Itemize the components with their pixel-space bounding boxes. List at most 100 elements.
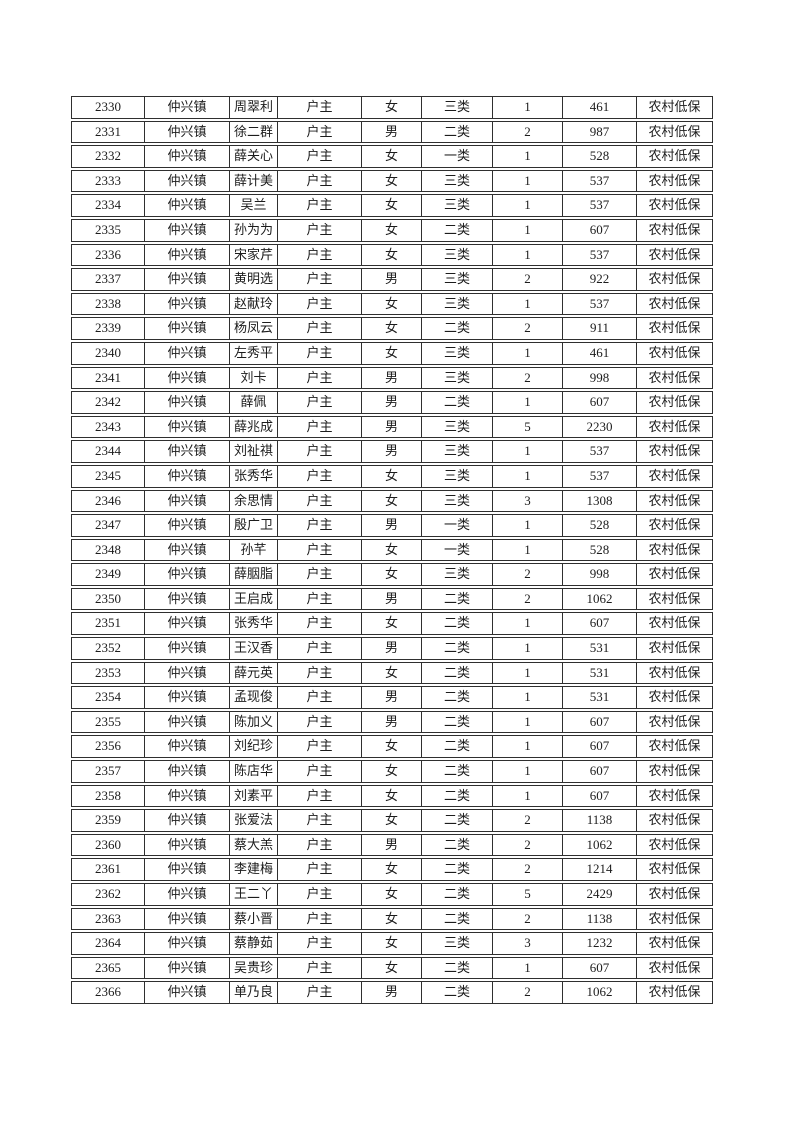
table-row: 2348 仲兴镇 孙芊 户主女一类 1 528 农村低保: [71, 538, 713, 562]
gender-cell: 女: [362, 563, 422, 586]
relation-cell: 户主: [278, 194, 362, 217]
amount-cell: 461: [563, 341, 637, 365]
gender-cell: 女: [362, 883, 422, 906]
gender-cell: 女: [362, 464, 422, 488]
subsidy-type-cell: 农村低保: [637, 440, 713, 463]
town-cell: 仲兴镇: [145, 809, 230, 832]
person-name-cell: 张爱法: [230, 809, 278, 832]
person-name-cell: 杨凤云: [230, 317, 278, 340]
household-count-cell: 1: [493, 538, 563, 562]
records-table-body: 2330 仲兴镇 周翠利 户主女三类 1 461 农村低保 2331 仲兴镇 徐二群 户主男二类 2 9…: [71, 96, 713, 1004]
table-row: 2332 仲兴镇 薛关心 户主女一类 1 528 农村低保: [71, 145, 713, 168]
gender-cell: 男: [362, 637, 422, 660]
amount-cell: 987: [563, 120, 637, 144]
subsidy-type-cell: 农村低保: [637, 366, 713, 390]
serial-number-cell: 2361: [71, 858, 145, 881]
category-cell: 一类: [422, 538, 493, 562]
table-row: 2334 仲兴镇 吴兰 户主女三类 1 537 农村低保: [71, 194, 713, 217]
gender-cell: 女: [362, 317, 422, 340]
person-name-cell: 王汉香: [230, 637, 278, 660]
gender-cell: 女: [362, 538, 422, 562]
household-count-cell: 1: [493, 194, 563, 217]
relation-cell: 户主: [278, 514, 362, 537]
relation-cell: 户主: [278, 96, 362, 119]
serial-number-cell: 2343: [71, 415, 145, 439]
gender-cell: 女: [362, 735, 422, 759]
amount-cell: 607: [563, 784, 637, 808]
subsidy-type-cell: 农村低保: [637, 489, 713, 513]
category-cell: 二类: [422, 833, 493, 857]
serial-number-cell: 2356: [71, 735, 145, 759]
relation-cell: 户主: [278, 292, 362, 316]
town-cell: 仲兴镇: [145, 268, 230, 291]
person-name-cell: 张秀华: [230, 464, 278, 488]
category-cell: 三类: [422, 563, 493, 586]
gender-cell: 女: [362, 96, 422, 119]
category-cell: 二类: [422, 587, 493, 611]
amount-cell: 537: [563, 292, 637, 316]
category-cell: 二类: [422, 981, 493, 1004]
gender-cell: 男: [362, 587, 422, 611]
relation-cell: 户主: [278, 661, 362, 685]
town-cell: 仲兴镇: [145, 833, 230, 857]
table-row: 2352 仲兴镇 王汉香 户主男二类 1 531 农村低保: [71, 637, 713, 660]
person-name-cell: 薛兆成: [230, 415, 278, 439]
household-count-cell: 3: [493, 489, 563, 513]
amount-cell: 607: [563, 218, 637, 242]
category-cell: 二类: [422, 710, 493, 734]
amount-cell: 537: [563, 440, 637, 463]
table-row: 2350 仲兴镇 王启成 户主男二类 2 1062 农村低保: [71, 587, 713, 611]
category-cell: 三类: [422, 194, 493, 217]
serial-number-cell: 2336: [71, 243, 145, 267]
relation-cell: 户主: [278, 120, 362, 144]
household-count-cell: 2: [493, 268, 563, 291]
amount-cell: 607: [563, 710, 637, 734]
amount-cell: 1062: [563, 833, 637, 857]
serial-number-cell: 2362: [71, 883, 145, 906]
subsidy-type-cell: 农村低保: [637, 243, 713, 267]
subsidy-type-cell: 农村低保: [637, 981, 713, 1004]
relation-cell: 户主: [278, 932, 362, 955]
category-cell: 二类: [422, 612, 493, 636]
serial-number-cell: 2360: [71, 833, 145, 857]
subsidy-type-cell: 农村低保: [637, 883, 713, 906]
amount-cell: 1062: [563, 981, 637, 1004]
gender-cell: 男: [362, 415, 422, 439]
category-cell: 二类: [422, 686, 493, 709]
register-sheet: 2330 仲兴镇 周翠利 户主女三类 1 461 农村低保 2331 仲兴镇 徐二群 户主男二类 2 9…: [71, 94, 713, 1006]
household-count-cell: 1: [493, 686, 563, 709]
town-cell: 仲兴镇: [145, 440, 230, 463]
relation-cell: 户主: [278, 833, 362, 857]
category-cell: 二类: [422, 317, 493, 340]
table-row: 2343 仲兴镇 薛兆成 户主男三类 5 2230 农村低保: [71, 415, 713, 439]
serial-number-cell: 2366: [71, 981, 145, 1004]
category-cell: 二类: [422, 809, 493, 832]
town-cell: 仲兴镇: [145, 415, 230, 439]
town-cell: 仲兴镇: [145, 514, 230, 537]
amount-cell: 1138: [563, 809, 637, 832]
serial-number-cell: 2330: [71, 96, 145, 119]
amount-cell: 537: [563, 464, 637, 488]
serial-number-cell: 2346: [71, 489, 145, 513]
person-name-cell: 刘素平: [230, 784, 278, 808]
person-name-cell: 吴贵珍: [230, 956, 278, 980]
amount-cell: 607: [563, 735, 637, 759]
gender-cell: 男: [362, 710, 422, 734]
person-name-cell: 薛佩: [230, 391, 278, 414]
relation-cell: 户主: [278, 169, 362, 193]
amount-cell: 537: [563, 169, 637, 193]
serial-number-cell: 2337: [71, 268, 145, 291]
subsidy-type-cell: 农村低保: [637, 514, 713, 537]
category-cell: 三类: [422, 440, 493, 463]
household-count-cell: 1: [493, 243, 563, 267]
amount-cell: 922: [563, 268, 637, 291]
gender-cell: 女: [362, 661, 422, 685]
category-cell: 三类: [422, 366, 493, 390]
household-count-cell: 1: [493, 735, 563, 759]
table-row: 2342 仲兴镇 薛佩 户主男二类 1 607 农村低保: [71, 391, 713, 414]
town-cell: 仲兴镇: [145, 883, 230, 906]
gender-cell: 男: [362, 366, 422, 390]
town-cell: 仲兴镇: [145, 637, 230, 660]
town-cell: 仲兴镇: [145, 341, 230, 365]
category-cell: 三类: [422, 341, 493, 365]
